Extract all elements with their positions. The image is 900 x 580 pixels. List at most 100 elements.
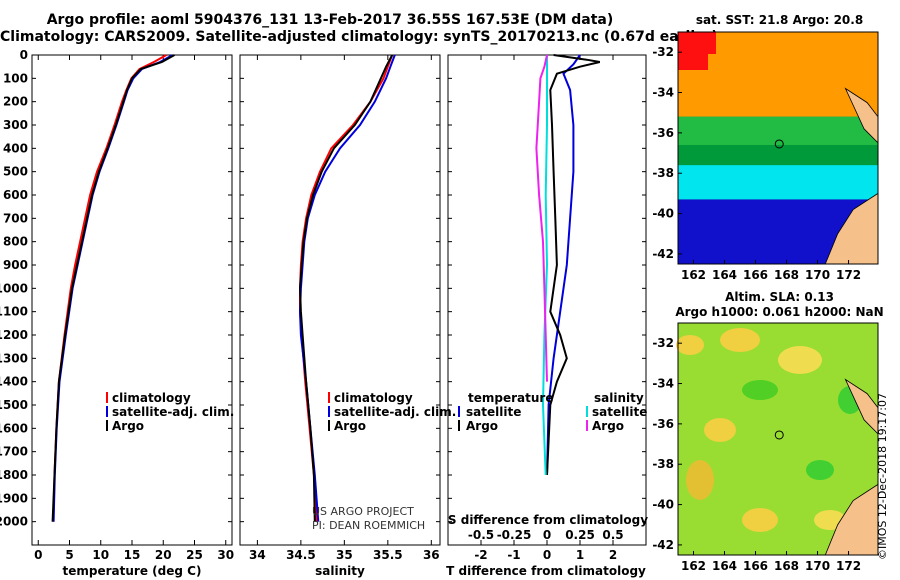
temperature-plot-frame: [31, 54, 233, 546]
depth-tick-label: 100: [3, 71, 28, 85]
map-lon-label: 172: [836, 559, 861, 573]
depth-tick-label: 1000: [0, 281, 28, 295]
map-lat-label: -32: [652, 45, 674, 59]
sla-map-title-line2: Argo h1000: 0.061 h2000: NaN: [675, 305, 884, 319]
map-lon-label: 172: [836, 268, 861, 282]
map-lon-label: 166: [743, 559, 768, 573]
depth-tick-label: 2000: [0, 515, 28, 529]
x-tick-label: 34: [249, 548, 266, 562]
sla-anomaly-patch: [686, 460, 714, 500]
legend-label-t-satellite: satellite: [466, 405, 521, 419]
legend-label-argo: Argo: [334, 419, 366, 433]
salinity-plot: 34 34.5 35 35.5 36: [249, 54, 440, 562]
series-salinity-satellite: [541, 55, 549, 476]
depth-tick-label: 800: [3, 235, 28, 249]
sla-anomaly-patch: [742, 508, 778, 532]
sla-anomaly-patch: [742, 380, 778, 400]
legend-swatch-s-argo: [586, 420, 588, 431]
depth-tick-label: 400: [3, 141, 28, 155]
sst-band-hot: [678, 32, 716, 70]
map-lat-label: -36: [652, 417, 674, 431]
legend-swatch-t-satellite: [458, 406, 460, 417]
float-position-marker: [774, 139, 784, 149]
map-frame: [677, 31, 879, 265]
difference-top-axis-label: S difference from climatology: [448, 513, 648, 527]
depth-tick-label: 1200: [0, 328, 28, 342]
legend-label-satellite: satellite-adj. clim.: [334, 405, 456, 419]
legend-swatch-t-argo: [458, 420, 460, 431]
series-salinity-argo: [535, 54, 548, 382]
temperature-x-label: temperature (deg C): [63, 564, 202, 578]
sst-map: 162 164 166 168 170 172 -32 -34 -36 -38 -40 -42: [652, 31, 879, 282]
temperature-legend: climatology satellite-adj. clim. Argo: [106, 391, 234, 433]
legend-label-climatology: climatology: [334, 391, 413, 405]
legend-label-s-argo: Argo: [592, 419, 624, 433]
series-climatology: [299, 54, 394, 522]
depth-tick-label: 1400: [0, 375, 28, 389]
map-lon-label: 164: [712, 268, 737, 282]
legend-swatch-argo: [106, 420, 108, 431]
sla-anomaly-patch: [704, 418, 736, 442]
map-lat-label: -42: [652, 247, 674, 261]
top-tick-label: -0.25: [497, 528, 532, 542]
top-tick-label: 0.5: [602, 528, 623, 542]
credit-line1: US ARGO PROJECT: [312, 505, 414, 518]
top-tick-label: -0.5: [468, 528, 494, 542]
legend-swatch-climatology: [328, 392, 330, 403]
map-lat-label: -42: [652, 538, 674, 552]
map-lon-label: 162: [681, 268, 706, 282]
map-lat-label: -40: [652, 498, 674, 512]
x-tick-label: 34.5: [286, 548, 316, 562]
legend-swatch-satellite: [328, 406, 330, 417]
map-lat-label: -38: [652, 457, 674, 471]
x-tick-label: 36: [423, 548, 440, 562]
map-lon-label: 164: [712, 559, 737, 573]
depth-tick-label: 600: [3, 188, 28, 202]
map-lat-label: -34: [652, 86, 674, 100]
legend-label-s-satellite: satellite: [592, 405, 647, 419]
legend-swatch-climatology: [106, 392, 108, 403]
sla-map-title-line1: Altim. SLA: 0.13: [725, 290, 834, 304]
sla-map: 162 164 166 168 170 172 -32 -34 -36 -38 -40 -42: [652, 322, 879, 573]
x-tick-label: 20: [155, 548, 172, 562]
legend-label-t-argo: Argo: [466, 419, 498, 433]
chart-title-line2: Climatology: CARS2009. Satellite-adjuste…: [0, 29, 718, 45]
map-lat-label: -34: [652, 377, 674, 391]
x-tick-label: 35: [336, 548, 353, 562]
map-lon-label: 162: [681, 559, 706, 573]
sla-anomaly-patch: [676, 335, 704, 355]
credit-line2: PI: DEAN ROEMMICH: [312, 519, 425, 532]
depth-tick-label: 700: [3, 211, 28, 225]
depth-tick-label: 1500: [0, 398, 28, 412]
series-climatology: [52, 54, 167, 522]
map-frame: [677, 322, 879, 556]
salinity-plot-frame: [239, 54, 441, 546]
legend-label-climatology: climatology: [112, 391, 191, 405]
temperature-plot: 0 5 10 15 20 25 30: [34, 54, 234, 562]
legend-header-temperature: temperature: [468, 391, 553, 405]
legend-header-salinity: salinity: [594, 391, 644, 405]
x-tick-label: -1: [507, 548, 520, 562]
sst-band-mid: [678, 116, 878, 145]
map-lon-label: 168: [774, 559, 799, 573]
x-tick-label: 15: [124, 548, 141, 562]
x-tick-label: 1: [576, 548, 584, 562]
map-lat-label: -40: [652, 207, 674, 221]
series-argo: [51, 54, 175, 522]
x-tick-label: -2: [474, 548, 487, 562]
difference-legend: temperature salinity satellite Argo sate…: [458, 391, 647, 433]
legend-label-satellite: satellite-adj. clim.: [112, 405, 234, 419]
x-tick-label: 10: [92, 548, 109, 562]
x-tick-label: 5: [65, 548, 73, 562]
map-lon-label: 170: [805, 559, 830, 573]
map-lon-label: 168: [774, 268, 799, 282]
salinity-legend: climatology satellite-adj. clim. Argo: [328, 391, 456, 433]
map-lat-label: -32: [652, 336, 674, 350]
difference-plot: -2 -1 0 1 2 -0.5 -0.25 0 0.25 0.5: [468, 54, 624, 562]
top-tick-label: 0.25: [565, 528, 595, 542]
float-position-marker: [774, 430, 784, 440]
top-tick-label: 0: [543, 528, 551, 542]
legend-swatch-satellite: [106, 406, 108, 417]
legend-swatch-s-satellite: [586, 406, 588, 417]
